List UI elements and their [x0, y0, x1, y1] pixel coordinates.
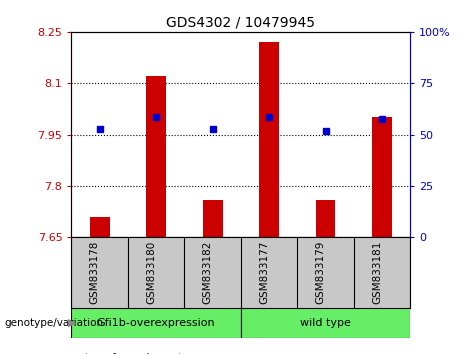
- Text: GSM833177: GSM833177: [259, 241, 269, 304]
- Text: GSM833182: GSM833182: [203, 241, 213, 304]
- Text: genotype/variation: genotype/variation: [5, 318, 104, 328]
- Text: ■: ■: [71, 351, 83, 354]
- Bar: [241, 308, 410, 338]
- Bar: [372, 118, 392, 237]
- Bar: [203, 200, 223, 237]
- Text: GSM833178: GSM833178: [90, 241, 100, 304]
- Bar: [71, 308, 241, 338]
- Text: Gfi1b-overexpression: Gfi1b-overexpression: [97, 318, 215, 328]
- Text: GSM833181: GSM833181: [372, 241, 382, 304]
- Text: transformed count: transformed count: [85, 353, 183, 354]
- Text: wild type: wild type: [300, 318, 351, 328]
- Text: GSM833179: GSM833179: [316, 241, 325, 304]
- Bar: [316, 200, 336, 237]
- Bar: [90, 217, 110, 237]
- Title: GDS4302 / 10479945: GDS4302 / 10479945: [166, 15, 315, 29]
- Bar: [259, 42, 279, 237]
- Bar: [146, 76, 166, 237]
- Text: ▶: ▶: [68, 318, 77, 328]
- Text: GSM833180: GSM833180: [146, 241, 156, 304]
